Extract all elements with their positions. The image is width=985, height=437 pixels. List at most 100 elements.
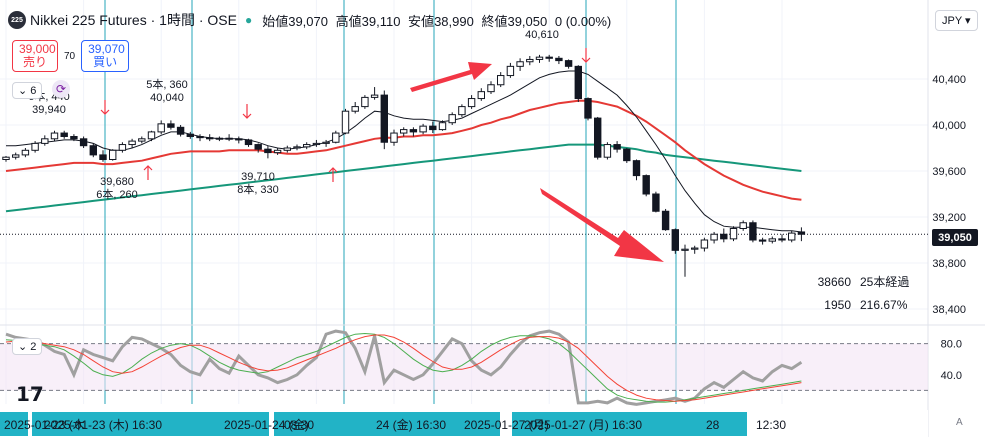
candle-body [778, 238, 786, 241]
candle-body [729, 228, 738, 240]
candle-body [681, 248, 689, 251]
candle-body [797, 231, 806, 235]
indicators-toggle[interactable]: ⌄ 6 [12, 82, 43, 99]
candle-body [332, 132, 340, 143]
trend-down-arrow-icon [540, 188, 664, 262]
candle-body [196, 136, 204, 139]
stat-value: 38660 [818, 275, 852, 289]
candle-body [293, 146, 301, 149]
candle-body [215, 137, 224, 140]
candle-body [2, 156, 10, 160]
oscillator-k-line [5, 332, 802, 403]
ohlc-values: 始値39,070 高値39,110 安値38,990 終値39,050 0 (0… [262, 11, 615, 30]
sell-price: 39,000 [19, 42, 56, 56]
trend-up-arrow-icon [410, 62, 492, 92]
chart-legend: 225 Nikkei 225 Futures · 1時間 · OSE ● 始値3… [8, 10, 615, 30]
candle-body [691, 247, 699, 250]
swing-annotation: 39,680 [100, 176, 134, 188]
candle-body [758, 239, 767, 242]
candle-body [244, 139, 253, 146]
buy-button[interactable]: 39,070 買い [81, 40, 130, 72]
tradingview-logo-icon[interactable]: 𝟭𝟳 [16, 384, 44, 406]
candle-body [79, 138, 88, 147]
high-value: 39,110 [361, 13, 401, 29]
candle-body [99, 154, 107, 160]
oscillator-rsi-line [5, 329, 803, 406]
candle-body [613, 144, 621, 150]
candle-body [661, 210, 670, 231]
candle-body [603, 144, 612, 158]
candle-body [477, 91, 486, 100]
candle-body [516, 61, 524, 67]
currency-selector[interactable]: JPY ▾ [935, 10, 978, 31]
stat-value: 1950 [824, 298, 851, 312]
time-axis-highlight [512, 412, 747, 436]
candle-body [370, 94, 379, 98]
x-tick-label: 16:30 [612, 418, 642, 432]
oscillator-d-line [5, 334, 802, 402]
candle-body [535, 56, 544, 60]
candle-body [157, 123, 165, 133]
buy-price: 39,070 [88, 42, 125, 56]
candle-body [390, 132, 398, 143]
candle-body [448, 114, 456, 124]
signal-down-arrow-icon [100, 100, 110, 115]
auto-scale-button[interactable]: A [956, 417, 963, 428]
stat-label: 216.67% [860, 298, 908, 312]
y-tick-label: 40,000 [932, 120, 966, 132]
stat-label: 25本経過 [860, 275, 909, 289]
symbol-title[interactable]: Nikkei 225 Futures · 1時間 · OSE [30, 12, 237, 28]
x-tick-label: 12:30 [756, 418, 786, 432]
close-label: 終値 [481, 13, 508, 29]
refresh-icon[interactable]: ⟳ [52, 80, 70, 98]
candle-body [264, 148, 272, 154]
swing-annotation: 39,710 [241, 171, 275, 183]
swing-annotation: 40,040 [150, 92, 184, 104]
x-tick-label: 2025-01-23 (木 [4, 418, 85, 432]
candle-body [118, 144, 127, 151]
swing-annotation: 8本, 330 [237, 182, 279, 196]
x-tick-label: 2025-01-24 (金) [224, 417, 309, 432]
candle-body [429, 125, 437, 131]
swing-annotation: 6本, 260 [96, 187, 138, 201]
x-tick-label: 28 [706, 418, 720, 432]
candle-body [254, 144, 262, 150]
nikkei-symbol-icon: 225 [8, 11, 26, 29]
buy-label: 買い [93, 55, 118, 69]
oscillator-count: 2 [30, 341, 37, 353]
candle-body [720, 233, 728, 240]
candle-body [409, 129, 418, 133]
candle-body [497, 75, 505, 86]
y-tick-label: 40,400 [932, 74, 966, 86]
y-tick-label: 39,200 [932, 212, 966, 224]
candle-body [555, 57, 563, 62]
sell-label: 売り [22, 55, 47, 69]
time-axis-highlight [274, 412, 500, 436]
candle-body [574, 65, 582, 100]
trade-panel: 39,000 売り 70 39,070 買い [12, 40, 130, 72]
time-axis-highlight [0, 412, 28, 436]
candle-body [138, 138, 146, 142]
open-value: 39,070 [288, 13, 328, 29]
x-tick-label: 24 (金) [376, 417, 413, 432]
candle-body [167, 123, 175, 128]
y-tick-label: 38,400 [932, 304, 966, 316]
swing-annotation: 40,610 [525, 29, 559, 41]
candle-body [623, 148, 631, 162]
candle-body [526, 58, 534, 63]
candle-body [206, 137, 214, 140]
sell-button[interactable]: 39,000 売り [12, 40, 58, 72]
candle-body [788, 232, 796, 241]
candle-body [652, 193, 660, 212]
x-tick-label: 08:30 [284, 418, 314, 432]
y-tick-label: 39,600 [932, 166, 966, 178]
market-status-icon: ● [244, 13, 253, 27]
ma-long-line [5, 143, 802, 213]
candle-body [273, 149, 282, 154]
oscillator-toggle[interactable]: ⌄ 2 [12, 338, 43, 355]
swing-annotation: 39,940 [32, 104, 66, 116]
high-label: 高値 [335, 13, 362, 29]
candle-body [400, 129, 408, 134]
signal-down-arrow-icon [242, 104, 252, 119]
